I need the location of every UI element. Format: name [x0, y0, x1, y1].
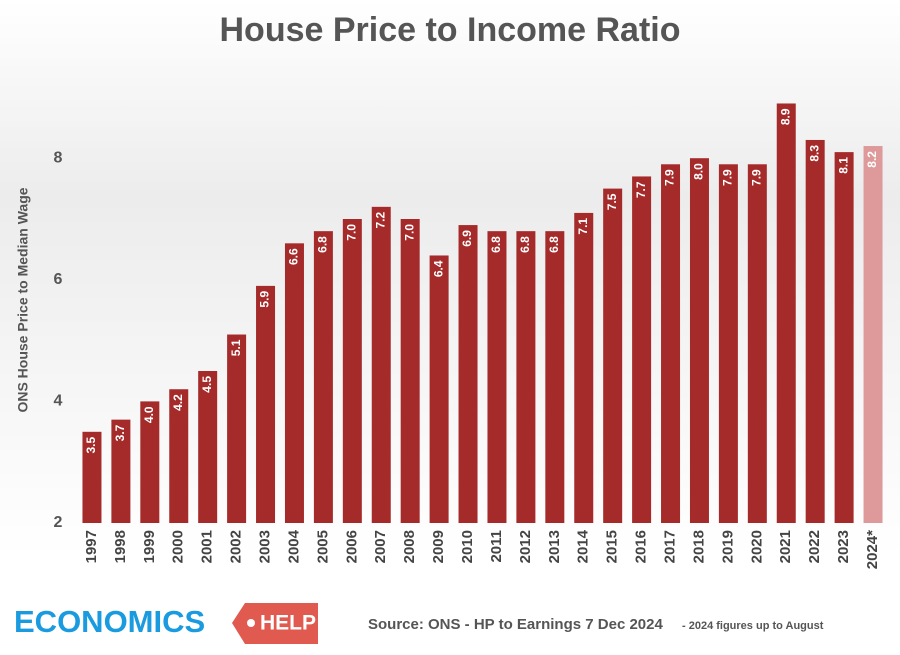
bar [111, 419, 131, 523]
bar [574, 212, 594, 524]
y-tick-label: 4 [54, 393, 63, 410]
x-tick-label: 2002 [228, 530, 245, 563]
value-label: 6.8 [547, 236, 561, 253]
bar [458, 225, 478, 523]
x-tick-label: 2014 [575, 529, 592, 563]
value-label: 8.0 [692, 163, 706, 180]
value-label: 4.5 [200, 376, 214, 393]
bar [400, 219, 420, 523]
y-tick-label: 6 [54, 271, 63, 288]
bar [805, 139, 825, 523]
value-label: 7.0 [402, 224, 416, 241]
value-label: 4.2 [171, 394, 185, 411]
x-tick-label: 2015 [604, 530, 621, 563]
logo-word: ECONOMICS [14, 604, 205, 639]
x-tick-label: 2016 [633, 530, 650, 563]
value-label: 8.1 [836, 157, 850, 174]
x-tick-label: 2023 [835, 530, 852, 563]
bar [342, 219, 362, 523]
logo-tag-text: HELP [260, 612, 316, 635]
bar [140, 401, 160, 523]
bar [371, 206, 391, 523]
bar [689, 158, 709, 523]
bar [429, 255, 449, 524]
bar [863, 146, 883, 524]
bar [313, 231, 333, 523]
bar [169, 389, 189, 523]
y-axis-label: ONS House Price to Median Wage [15, 187, 31, 412]
value-label: 3.7 [113, 424, 127, 441]
x-tick-label: 2003 [257, 530, 274, 563]
x-tick-label: 2000 [170, 530, 187, 563]
value-label: 7.0 [344, 224, 358, 241]
value-label: 6.9 [460, 230, 474, 247]
x-tick-label: 2001 [199, 530, 216, 563]
value-label: 7.7 [634, 181, 648, 198]
value-label: 6.8 [316, 236, 330, 253]
chart-title: House Price to Income Ratio [220, 11, 681, 49]
value-label: 6.8 [518, 236, 532, 253]
bar [632, 176, 652, 523]
value-label: 7.2 [373, 212, 387, 229]
x-tick-label: 2019 [719, 530, 736, 563]
value-label: 8.9 [778, 108, 792, 125]
value-label: 7.9 [749, 169, 763, 186]
value-label: 7.1 [576, 218, 590, 235]
bar [661, 164, 681, 523]
bar [747, 164, 767, 523]
value-label: 7.5 [605, 193, 619, 210]
source-note: - 2024 figures up to August [682, 620, 824, 632]
x-tick-label: 1998 [112, 530, 129, 563]
source: Source: ONS - HP to Earnings 7 Dec 2024 [368, 616, 663, 633]
logo-box [10, 600, 235, 642]
x-tick-label: 2024* [864, 530, 881, 569]
x-tick-label: 2008 [401, 530, 418, 563]
x-tick-label: 2012 [517, 530, 534, 563]
bar [603, 188, 623, 523]
bar [227, 334, 247, 523]
bar [198, 371, 218, 523]
value-label: 8.2 [865, 151, 879, 168]
x-tick-label: 2018 [690, 530, 707, 563]
value-label: 7.9 [663, 169, 677, 186]
value-label: 5.9 [258, 291, 272, 308]
x-tick-label: 2021 [777, 530, 794, 563]
bar [545, 231, 565, 523]
x-tick-label: 1999 [141, 530, 158, 563]
value-label: 6.8 [489, 236, 503, 253]
value-label: 4.0 [142, 406, 156, 423]
bar [256, 285, 276, 523]
logo-tag [232, 603, 318, 644]
x-tick-label: 2007 [372, 530, 389, 563]
x-tick-label: 2013 [546, 530, 563, 563]
x-tick-label: 2005 [314, 530, 331, 563]
x-tick-label: 1997 [83, 530, 100, 563]
value-label: 6.6 [287, 248, 301, 265]
bar [516, 231, 536, 523]
value-label: 5.1 [229, 339, 243, 356]
bar [487, 231, 507, 523]
value-label: 6.4 [431, 260, 445, 277]
x-tick-label: 2009 [430, 530, 447, 563]
y-tick-label: 8 [54, 149, 63, 166]
x-tick-label: 2017 [662, 530, 679, 563]
bar [834, 152, 854, 523]
logo-hole [247, 619, 255, 627]
value-label: 7.9 [721, 169, 735, 186]
bar [776, 103, 796, 523]
bar [82, 431, 102, 523]
bar [284, 243, 304, 523]
x-tick-label: 2022 [806, 530, 823, 563]
bar [718, 164, 738, 523]
x-tick-label: 2006 [343, 530, 360, 563]
x-tick-label: 2011 [488, 530, 505, 563]
value-label: 8.3 [807, 145, 821, 162]
x-tick-label: 2020 [748, 530, 765, 563]
value-label: 3.5 [84, 436, 98, 453]
x-tick-label: 2004 [285, 529, 302, 563]
y-tick-label: 2 [54, 514, 63, 531]
x-tick-label: 2010 [459, 530, 476, 563]
